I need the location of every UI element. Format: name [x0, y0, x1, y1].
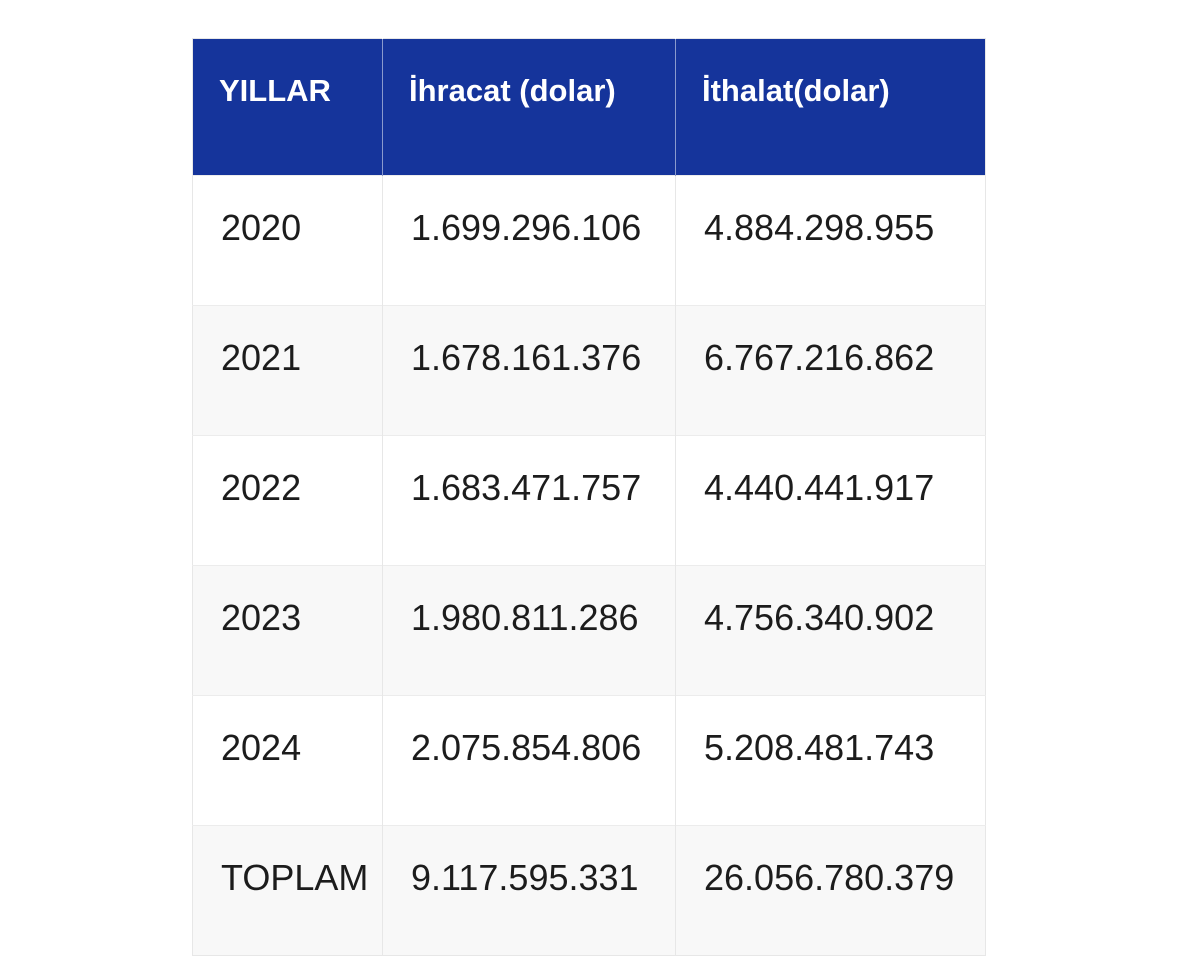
table-row: 2024 2.075.854.806 5.208.481.743: [192, 695, 986, 826]
table-row: 2022 1.683.471.757 4.440.441.917: [192, 435, 986, 566]
cell-yillar: 2024: [192, 695, 383, 826]
cell-ihracat: 1.683.471.757: [382, 435, 676, 566]
table-row: 2020 1.699.296.106 4.884.298.955: [192, 175, 986, 306]
cell-ihracat: 2.075.854.806: [382, 695, 676, 826]
table-header: YILLAR İhracat (dolar) İthalat(dolar): [192, 38, 986, 176]
table-row: 2023 1.980.811.286 4.756.340.902: [192, 565, 986, 696]
table-row: TOPLAM 9.117.595.331 26.056.780.379: [192, 825, 986, 956]
cell-ithalat: 4.884.298.955: [675, 175, 986, 306]
cell-ithalat: 26.056.780.379: [675, 825, 986, 956]
column-header-yillar: YILLAR: [192, 38, 383, 176]
cell-ithalat: 5.208.481.743: [675, 695, 986, 826]
cell-yillar: 2023: [192, 565, 383, 696]
cell-ithalat: 4.756.340.902: [675, 565, 986, 696]
cell-ihracat: 1.980.811.286: [382, 565, 676, 696]
cell-yillar: 2020: [192, 175, 383, 306]
cell-yillar: TOPLAM: [192, 825, 383, 956]
trade-table: YILLAR İhracat (dolar) İthalat(dolar) 20…: [192, 38, 986, 956]
cell-yillar: 2021: [192, 305, 383, 436]
cell-ihracat: 1.678.161.376: [382, 305, 676, 436]
column-header-ithalat: İthalat(dolar): [675, 38, 986, 176]
table-body: 2020 1.699.296.106 4.884.298.955 2021 1.678.…: [192, 175, 986, 956]
cell-ithalat: 4.440.441.917: [675, 435, 986, 566]
cell-ithalat: 6.767.216.862: [675, 305, 986, 436]
table-row: 2021 1.678.161.376 6.767.216.862: [192, 305, 986, 436]
header-row: YILLAR İhracat (dolar) İthalat(dolar): [192, 38, 986, 176]
column-header-ihracat: İhracat (dolar): [382, 38, 676, 176]
trade-table-container: YILLAR İhracat (dolar) İthalat(dolar) 20…: [192, 38, 986, 956]
cell-yillar: 2022: [192, 435, 383, 566]
cell-ihracat: 9.117.595.331: [382, 825, 676, 956]
cell-ihracat: 1.699.296.106: [382, 175, 676, 306]
